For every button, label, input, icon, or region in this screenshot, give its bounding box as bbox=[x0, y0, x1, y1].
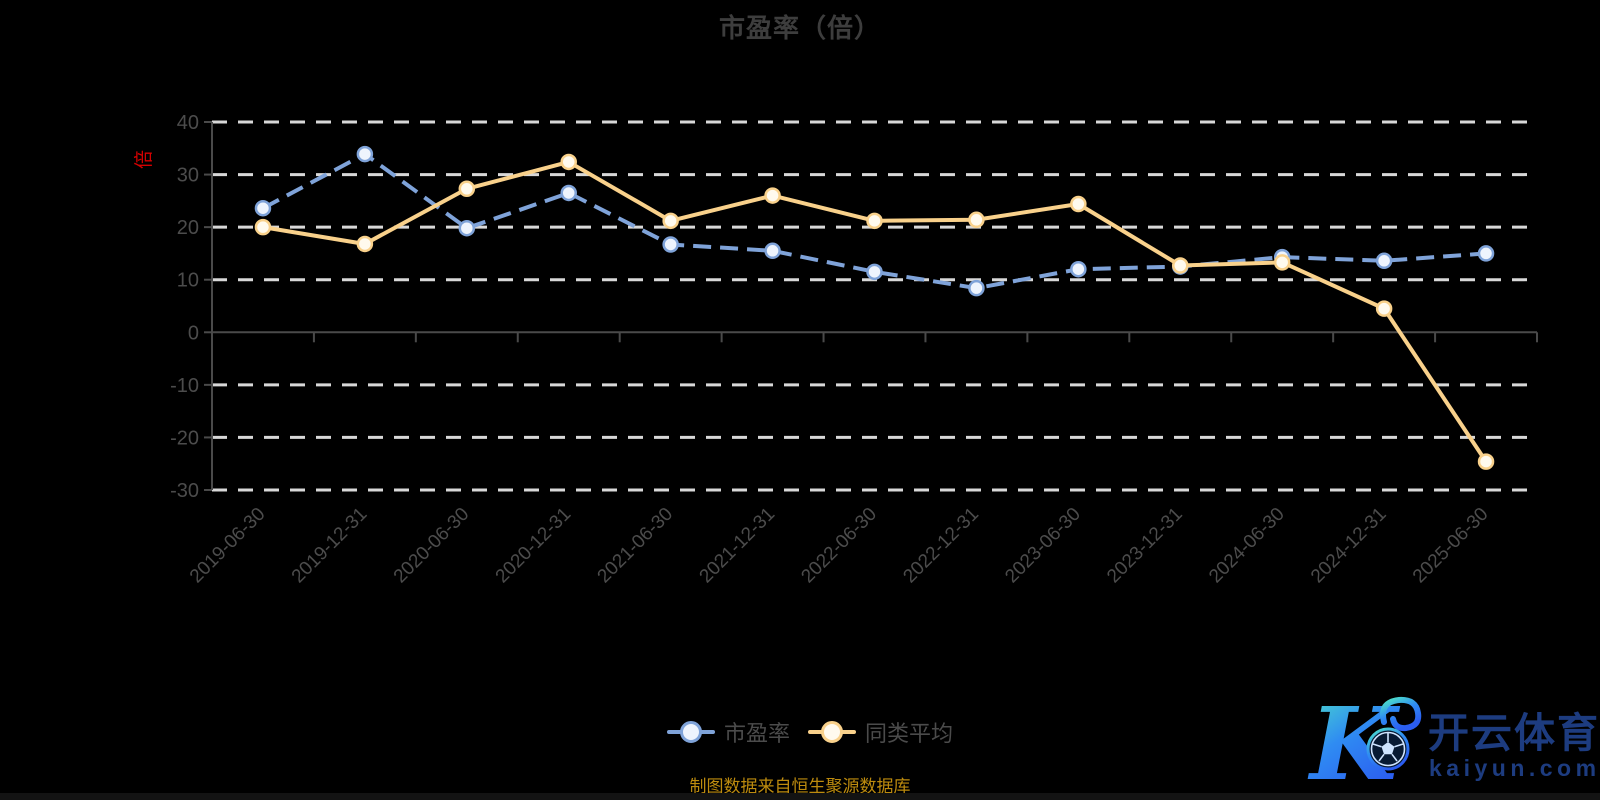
svg-text:2023-06-30: 2023-06-30 bbox=[1001, 504, 1085, 588]
svg-text:2022-06-30: 2022-06-30 bbox=[797, 504, 881, 588]
svg-text:2023-12-31: 2023-12-31 bbox=[1103, 504, 1187, 588]
series-1-point-4 bbox=[662, 212, 679, 230]
svg-text:2019-12-31: 2019-12-31 bbox=[288, 504, 372, 588]
x-axis-labels: 2019-06-30 2019-12-31 2020-06-30 2020-12-31… bbox=[186, 504, 1493, 588]
svg-text:2020-06-30: 2020-06-30 bbox=[390, 504, 474, 588]
page-title: 市盈率（倍） bbox=[718, 13, 881, 43]
svg-text:20: 20 bbox=[177, 217, 199, 239]
svg-text:-20: -20 bbox=[170, 427, 199, 449]
football-icon bbox=[1366, 727, 1410, 771]
svg-text:2025-06-30: 2025-06-30 bbox=[1409, 504, 1493, 588]
svg-text:2019-06-30: 2019-06-30 bbox=[186, 504, 270, 588]
legend-label-pe: 市盈率 bbox=[723, 721, 790, 746]
series-1-point-2 bbox=[458, 180, 476, 198]
legend-item-peer-average[interactable]: 同类平均 bbox=[808, 716, 953, 748]
series-0-point-8 bbox=[1070, 260, 1087, 278]
y-axis-labels: 40 30 20 10 0 -10 -20 -30 bbox=[170, 112, 199, 502]
bottom-strip bbox=[0, 793, 1600, 800]
series-0-point-3 bbox=[560, 184, 577, 202]
peer-average-series-marker-icon bbox=[808, 721, 856, 743]
legend-circle-0 bbox=[679, 721, 702, 743]
series-1-point-11 bbox=[1375, 300, 1393, 317]
kaiyun-k-mark-icon: K bbox=[1307, 685, 1422, 795]
series-1-point-0 bbox=[254, 218, 272, 236]
svg-text:2024-12-31: 2024-12-31 bbox=[1307, 504, 1391, 588]
series-1-point-8 bbox=[1070, 195, 1087, 213]
svg-text:2024-06-30: 2024-06-30 bbox=[1205, 504, 1289, 588]
series-0-point-6 bbox=[866, 263, 883, 281]
chart-legend: 市盈率 同类平均 bbox=[10, 716, 1600, 748]
legend-item-pe[interactable]: 市盈率 bbox=[666, 716, 790, 748]
series-1-point-6 bbox=[866, 212, 883, 230]
series-1-point-10 bbox=[1273, 254, 1291, 271]
series-0-point-0 bbox=[254, 199, 272, 217]
svg-text:0: 0 bbox=[188, 322, 199, 344]
svg-text:2020-12-31: 2020-12-31 bbox=[492, 504, 576, 588]
svg-text:40: 40 bbox=[177, 112, 199, 134]
svg-text:10: 10 bbox=[177, 270, 199, 292]
series-0-point-1 bbox=[356, 145, 374, 163]
series-0-point-7 bbox=[968, 279, 985, 297]
gridlines bbox=[212, 120, 1537, 492]
svg-text:-10: -10 bbox=[170, 375, 199, 397]
series-1-point-1 bbox=[356, 235, 374, 253]
logo-domain-text: kaiyun.com bbox=[1429, 755, 1600, 781]
series-1-point-7 bbox=[968, 211, 985, 229]
svg-text:2021-06-30: 2021-06-30 bbox=[594, 504, 678, 588]
series-1-point-5 bbox=[764, 187, 781, 204]
series-1-solid-line bbox=[254, 153, 1495, 470]
source-note: 制图数据来自恒生聚源数据库 bbox=[689, 777, 911, 796]
logo-brand-text: 开云体育 bbox=[1428, 710, 1600, 756]
legend-label-peer-average: 同类平均 bbox=[865, 721, 954, 746]
kaiyun-watermark-logo: K 开云体育 kaiyun.com bbox=[1307, 685, 1600, 795]
series-0-point-5 bbox=[764, 242, 781, 260]
series-0-point-4 bbox=[662, 236, 679, 253]
legend-circle-1 bbox=[821, 721, 843, 743]
svg-text:2022-12-31: 2022-12-31 bbox=[899, 504, 983, 588]
series-1-point-9 bbox=[1172, 257, 1189, 274]
series-1-point-3 bbox=[560, 153, 577, 171]
series-0-point-2 bbox=[458, 219, 476, 237]
series-0-point-12 bbox=[1477, 245, 1495, 262]
svg-text:-30: -30 bbox=[170, 480, 199, 502]
series-1-point-12 bbox=[1477, 453, 1495, 470]
svg-text:2021-12-31: 2021-12-31 bbox=[696, 504, 780, 588]
svg-text:30: 30 bbox=[177, 165, 199, 187]
series-0-point-11 bbox=[1375, 252, 1393, 270]
pe-series-marker-icon bbox=[666, 721, 715, 743]
axes bbox=[204, 121, 1538, 491]
